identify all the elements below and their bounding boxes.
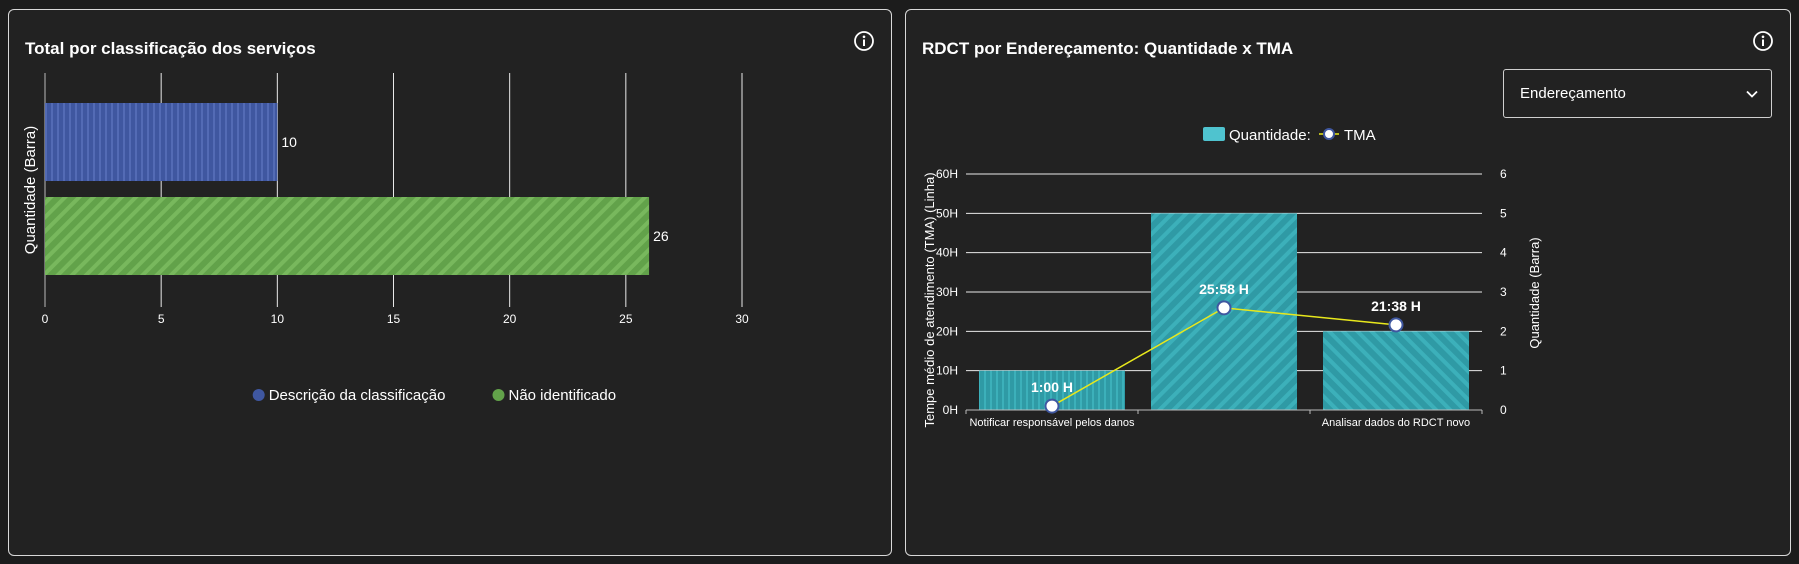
legend-marker-tma	[1323, 128, 1335, 140]
tma-data-label: 1:00 H	[1031, 379, 1073, 395]
y-right-axis-label: Quantidade (Barra)	[1527, 237, 1542, 348]
info-icon[interactable]	[853, 30, 875, 52]
legend-label: Descrição da classificação	[269, 387, 446, 404]
y-left-tick-label: 30H	[936, 285, 958, 299]
bar-quantidade	[1323, 331, 1469, 410]
y-right-tick-label: 5	[1500, 206, 1507, 220]
y-right-tick-label: 6	[1500, 167, 1507, 181]
tma-point	[1216, 300, 1232, 316]
y-left-tick-label: 10H	[936, 364, 958, 378]
bar-value-label: 26	[653, 228, 669, 244]
x-tick-label: 10	[271, 312, 285, 326]
legend-label: Não identificado	[509, 387, 617, 404]
y-right-tick-label: 0	[1500, 403, 1507, 417]
tma-data-label: 25:58 H	[1199, 281, 1249, 297]
tma-point	[1388, 317, 1404, 333]
legend: Quantidade: TMA	[1203, 127, 1376, 144]
y-right-tick-label: 1	[1500, 364, 1507, 378]
right-chart-title: RDCT por Endereçamento: Quantidade x TMA	[922, 39, 1294, 58]
right-combo-chart: Quantidade: TMA 0H 10H 20H 30H 40H 50H 60H 0 1 2 3 4 5…	[922, 127, 1542, 429]
y-right-tick-label: 3	[1500, 285, 1507, 299]
x-tick-label: 25	[619, 312, 633, 326]
dropdown-selected-value: Endereçamento	[1520, 85, 1626, 102]
bar-value-label: 10	[281, 134, 297, 150]
legend-label: TMA	[1344, 127, 1376, 144]
legend-marker-quantidade	[1203, 127, 1225, 141]
legend-marker	[252, 389, 265, 401]
info-icon[interactable]	[1752, 30, 1774, 52]
legend-label: Quantidade:	[1229, 127, 1311, 144]
bar-descricao	[45, 103, 278, 181]
x-tick-label: 5	[158, 312, 165, 326]
y-left-axis-label: Tempe médio de atendimento (TMA) (Linha)	[922, 172, 937, 427]
y-left-tick-label: 60H	[936, 167, 958, 181]
left-bar-chart: 0 5 10 15 20 25 30 Quantidade (Barra) 10 26 Descri…	[22, 73, 749, 404]
y-left-tick-label: 0H	[943, 403, 958, 417]
x-tick-label: 15	[387, 312, 401, 326]
x-category-label: Notificar responsável pelos danos	[969, 417, 1135, 429]
y-right-tick-label: 2	[1500, 324, 1507, 338]
left-chart-title: Total por classificação dos serviços	[25, 39, 316, 58]
chevron-down-icon	[1746, 90, 1758, 98]
x-category-label: Analisar dados do RDCT novo	[1322, 417, 1470, 429]
x-tick-label: 0	[42, 312, 49, 326]
y-left-tick-label: 20H	[936, 324, 958, 338]
tma-point	[1044, 398, 1060, 414]
y-right-tick-label: 4	[1500, 246, 1507, 260]
enderecamento-dropdown[interactable]: Endereçamento	[1503, 69, 1772, 118]
tma-data-label: 21:38 H	[1371, 298, 1421, 314]
y-axis-label: Quantidade (Barra)	[22, 126, 39, 254]
y-left-tick-label: 40H	[936, 246, 958, 260]
x-tick-label: 20	[503, 312, 517, 326]
legend-marker	[492, 389, 505, 401]
left-chart-panel: Total por classificação dos serviços 0 5 1…	[8, 9, 892, 556]
bar-nao-identificado	[45, 197, 650, 275]
x-tick-label: 30	[735, 312, 749, 326]
legend: Descrição da classificação Não identifica…	[252, 387, 617, 404]
right-chart-panel: RDCT por Endereçamento: Quantidade x TMA…	[905, 9, 1791, 556]
y-left-tick-label: 50H	[936, 206, 958, 220]
